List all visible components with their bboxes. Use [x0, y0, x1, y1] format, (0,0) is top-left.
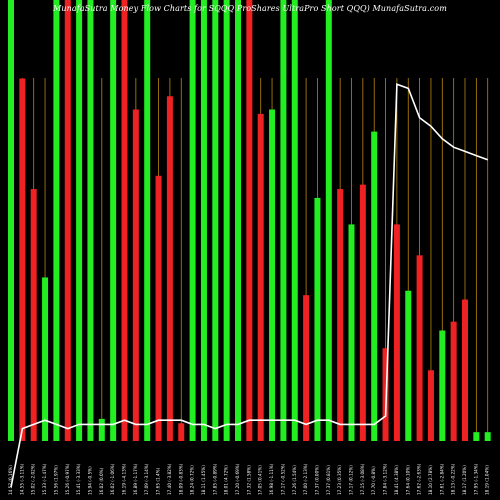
bar — [144, 0, 151, 441]
tick-label: 17.23 (0.35%) — [337, 465, 342, 495]
tick-label: 17.09 (-3.14%) — [144, 463, 149, 495]
bar — [212, 0, 219, 441]
tick-label: 17.84 (-3.12%) — [383, 463, 388, 495]
bar — [223, 0, 230, 441]
bar — [178, 423, 185, 441]
tick-label: 16.89 (-1.17%) — [133, 463, 138, 495]
tick-label: 16.02 (0.0%) — [99, 467, 104, 495]
price-line — [10, 83, 488, 488]
bar — [121, 0, 128, 441]
bar — [8, 0, 14, 441]
tick-label: 15.02 (-2.02%) — [31, 463, 36, 495]
tick-label: 17.64 (0.10%) — [405, 465, 410, 495]
bar — [200, 0, 207, 441]
tick-label: 17.65 (1.4%) — [156, 467, 161, 495]
bar — [110, 0, 117, 441]
bar — [427, 370, 434, 441]
bar — [19, 78, 26, 441]
bar — [416, 255, 423, 441]
tick-label: 16.19 (-4.13%) — [122, 463, 127, 495]
bar — [246, 0, 253, 441]
tick-label: 17.85 (-0.89%) — [212, 463, 217, 495]
bar — [291, 0, 298, 441]
bar — [269, 109, 276, 441]
bar-series — [8, 0, 491, 442]
bar — [473, 432, 480, 441]
tick-labels: 14.57 (0.16%) 14.55 (-3.11%) 15.02 (-2.02%… — [8, 463, 490, 495]
bar — [53, 0, 60, 441]
tick-label: 18.19 (1.04%) — [485, 465, 490, 495]
bar — [42, 277, 49, 441]
bar — [462, 299, 468, 441]
bar — [132, 109, 139, 441]
tick-label: 16.98 (-1.11%) — [269, 463, 274, 495]
tick-label: 14.55 (-3.11%) — [19, 463, 24, 495]
bar — [30, 189, 37, 441]
bar — [359, 184, 366, 441]
tick-label: 17.17 (0.12%) — [349, 465, 354, 495]
bar — [280, 0, 287, 441]
bar — [98, 418, 105, 441]
bar — [450, 321, 457, 441]
bar — [76, 0, 83, 441]
tick-label: 17.70 (-0.8%) — [371, 466, 376, 495]
tick-label: 17.62 (-2.63%) — [417, 463, 422, 495]
chart-title: MunafaSutra Money Flow Charts for SQQQ P… — [53, 4, 447, 13]
bar — [337, 189, 344, 441]
bar — [371, 131, 378, 441]
tick-label: 17.37 (0.81%) — [326, 465, 331, 495]
bar — [155, 175, 162, 442]
bar — [189, 0, 196, 441]
tick-label: 15.94 (-0.5%) — [87, 466, 92, 495]
bar — [257, 113, 264, 442]
tick-label: 18.24 (0.72%) — [190, 465, 195, 495]
tick-label: 18.10 (2.78%) — [428, 465, 433, 495]
bar — [439, 330, 446, 441]
tick-label: 17.32 (1.58%) — [246, 465, 251, 495]
bar — [484, 432, 491, 441]
tick-label: 18.17 (1.20%) — [462, 465, 467, 495]
tick-label: 15.41 (-3.33%) — [76, 463, 81, 495]
bar — [64, 0, 71, 441]
tick-label: 15.26 (-0.97%) — [65, 463, 70, 495]
tick-label: 17.17 (-0.52%) — [280, 463, 285, 495]
bar — [87, 0, 94, 441]
tick-label: 17.05 (0.41%) — [258, 465, 263, 495]
bar — [235, 0, 241, 441]
tick-label: 17.61 (-2.84%) — [439, 463, 444, 495]
tick-label: 15.33 (-1.47%) — [42, 463, 47, 495]
bar — [314, 197, 321, 441]
tick-label: 14.57 (0.16%) — [8, 465, 13, 495]
tick-label: 17.37 (0.00%) — [314, 465, 319, 495]
tick-label: 18.09 (-0.83%) — [178, 463, 183, 495]
bar — [393, 224, 400, 441]
bar — [166, 96, 173, 442]
bar — [303, 295, 310, 441]
tick-label: 18.11 (1.45%) — [201, 465, 206, 495]
tick-label: 17.20 (-0.69%) — [235, 463, 240, 495]
tick-label: 17.26 (1.54%) — [292, 465, 297, 495]
tick-label: 15.56 (1.97%) — [53, 465, 58, 495]
bar — [348, 224, 355, 441]
tick-label: 17.15 (-3.08%) — [360, 463, 365, 495]
tick-label: 17.00 (-2.13%) — [303, 463, 308, 495]
tick-label: 18.41 (4.38%) — [394, 465, 399, 495]
bar — [405, 290, 412, 441]
tick-label: 18.01 (4.72%) — [224, 465, 229, 495]
tick-label: 17.40 (-3.82%) — [167, 463, 172, 495]
bar — [325, 0, 332, 441]
tick-label: 18.13 (-0.22%) — [451, 463, 456, 495]
tick-label: 16.02 (-1.06%) — [110, 463, 115, 495]
tick-label: 17.95 (-1.34%) — [473, 463, 478, 495]
